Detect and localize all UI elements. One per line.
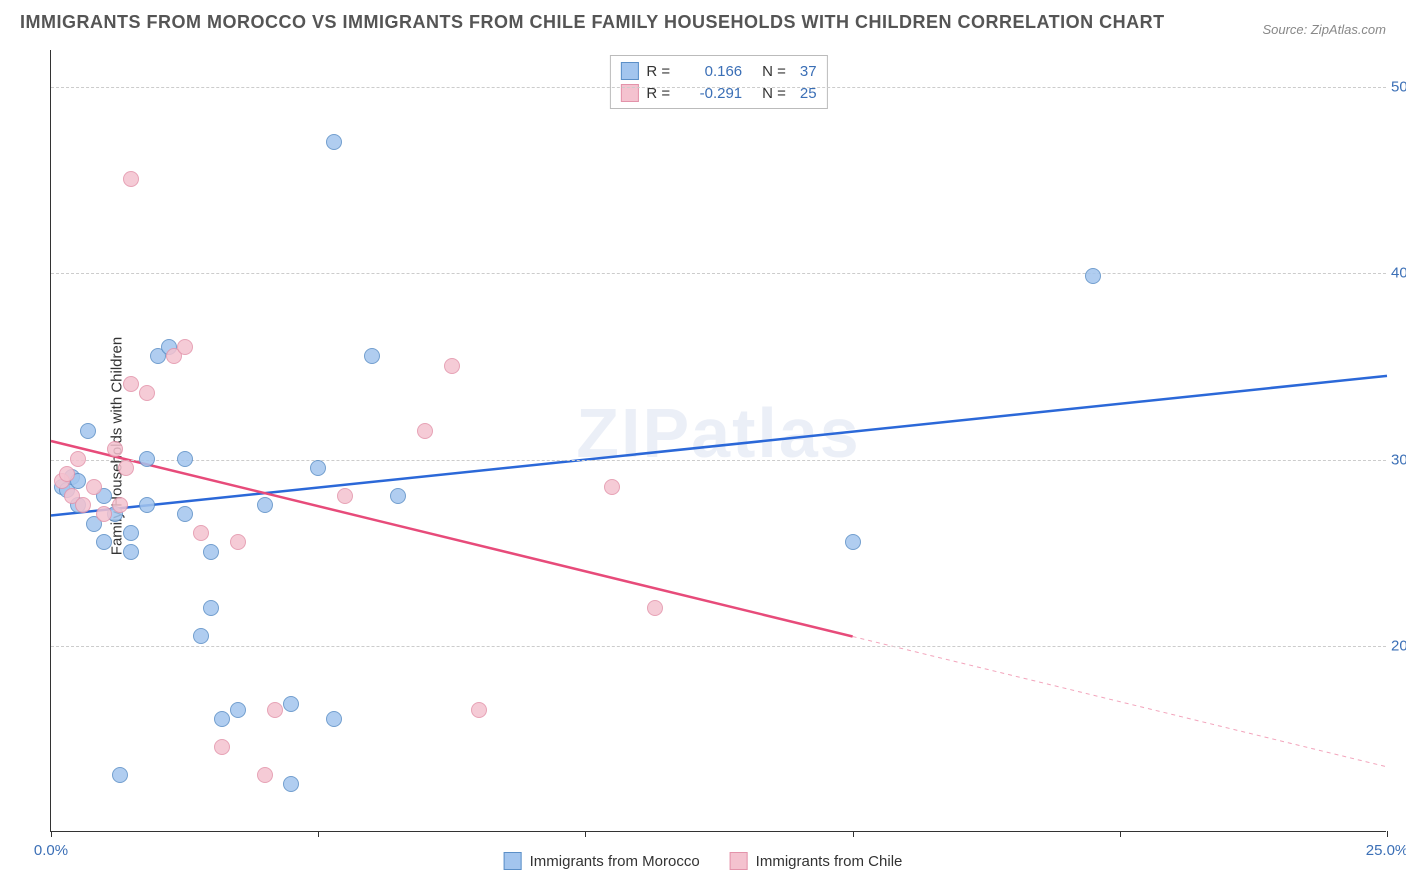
x-tick-mark — [1120, 831, 1121, 837]
data-point — [86, 479, 102, 495]
x-tick-mark — [1387, 831, 1388, 837]
data-point — [123, 525, 139, 541]
data-point — [96, 506, 112, 522]
y-tick-label: 50.0% — [1391, 79, 1406, 96]
x-tick-mark — [318, 831, 319, 837]
series-legend-item: Immigrants from Chile — [730, 852, 903, 870]
source-attribution: Source: ZipAtlas.com — [1262, 22, 1386, 37]
data-point — [230, 702, 246, 718]
data-point — [257, 497, 273, 513]
data-point — [107, 441, 123, 457]
data-point — [214, 711, 230, 727]
data-point — [326, 134, 342, 150]
data-point — [310, 460, 326, 476]
y-tick-label: 40.0% — [1391, 265, 1406, 282]
y-tick-label: 20.0% — [1391, 637, 1406, 654]
trend-lines-layer — [51, 50, 1387, 832]
data-point — [203, 600, 219, 616]
data-point — [417, 423, 433, 439]
data-point — [283, 776, 299, 792]
gridline — [51, 646, 1386, 647]
data-point — [139, 385, 155, 401]
data-point — [845, 534, 861, 550]
data-point — [1085, 268, 1101, 284]
x-tick-label: 0.0% — [34, 842, 68, 859]
chart-title: IMMIGRANTS FROM MOROCCO VS IMMIGRANTS FR… — [20, 12, 1165, 33]
trend-line-solid — [51, 441, 853, 637]
data-point — [326, 711, 342, 727]
legend-swatch — [504, 852, 522, 870]
data-point — [193, 628, 209, 644]
data-point — [123, 544, 139, 560]
data-point — [112, 767, 128, 783]
data-point — [257, 767, 273, 783]
y-tick-label: 30.0% — [1391, 451, 1406, 468]
x-tick-mark — [585, 831, 586, 837]
gridline — [51, 460, 1386, 461]
data-point — [177, 451, 193, 467]
data-point — [647, 600, 663, 616]
data-point — [604, 479, 620, 495]
chart-container: IMMIGRANTS FROM MOROCCO VS IMMIGRANTS FR… — [0, 0, 1406, 892]
source-label: Source: — [1262, 22, 1310, 37]
data-point — [139, 497, 155, 513]
series-legend-label: Immigrants from Chile — [756, 853, 903, 870]
trend-line-dashed — [853, 637, 1387, 767]
data-point — [177, 506, 193, 522]
series-legend-item: Immigrants from Morocco — [504, 852, 700, 870]
legend-swatch — [730, 852, 748, 870]
data-point — [177, 339, 193, 355]
data-point — [80, 423, 96, 439]
data-point — [123, 376, 139, 392]
data-point — [230, 534, 246, 550]
data-point — [471, 702, 487, 718]
plot-area: ZIPatlas R =0.166N =37R =-0.291N =25 20.… — [50, 50, 1386, 832]
data-point — [444, 358, 460, 374]
data-point — [118, 460, 134, 476]
source-value: ZipAtlas.com — [1311, 22, 1386, 37]
data-point — [75, 497, 91, 513]
data-point — [70, 451, 86, 467]
trend-line-solid — [51, 376, 1387, 516]
data-point — [112, 497, 128, 513]
x-tick-label: 25.0% — [1366, 842, 1406, 859]
data-point — [337, 488, 353, 504]
data-point — [193, 525, 209, 541]
data-point — [364, 348, 380, 364]
data-point — [203, 544, 219, 560]
x-tick-mark — [853, 831, 854, 837]
data-point — [139, 451, 155, 467]
data-point — [96, 534, 112, 550]
data-point — [283, 696, 299, 712]
series-legend-label: Immigrants from Morocco — [530, 853, 700, 870]
gridline — [51, 87, 1386, 88]
data-point — [214, 739, 230, 755]
data-point — [267, 702, 283, 718]
series-legend: Immigrants from Morocco Immigrants from C… — [504, 852, 903, 870]
data-point — [123, 171, 139, 187]
data-point — [390, 488, 406, 504]
gridline — [51, 273, 1386, 274]
x-tick-mark — [51, 831, 52, 837]
data-point — [59, 466, 75, 482]
